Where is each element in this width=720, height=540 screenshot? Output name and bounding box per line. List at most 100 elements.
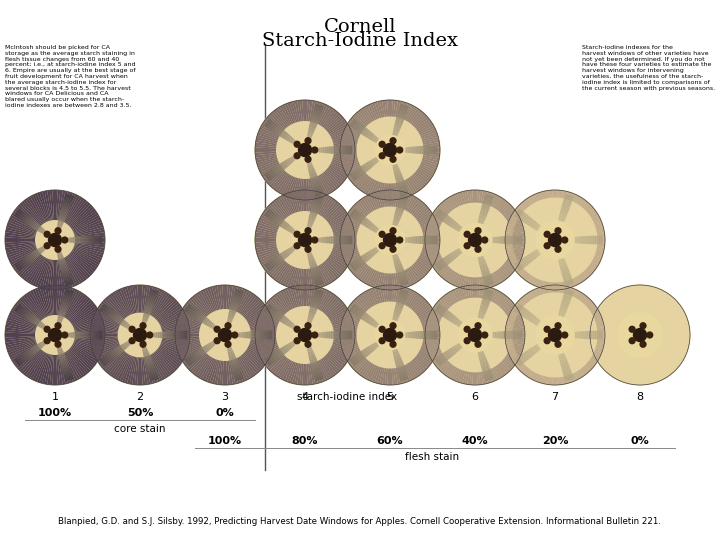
Polygon shape [332,344,353,353]
Polygon shape [488,274,495,287]
Polygon shape [17,306,24,314]
Polygon shape [21,213,27,221]
Polygon shape [284,193,294,213]
Polygon shape [411,175,423,189]
Polygon shape [307,100,310,121]
Polygon shape [334,331,336,339]
Polygon shape [566,192,570,200]
Polygon shape [9,315,37,328]
Circle shape [379,338,385,343]
Polygon shape [597,230,604,233]
Polygon shape [418,236,419,244]
Polygon shape [264,167,282,181]
Polygon shape [451,252,456,259]
Circle shape [214,326,220,332]
Polygon shape [271,296,287,313]
Polygon shape [292,286,299,307]
Polygon shape [557,323,560,327]
Polygon shape [287,158,292,164]
Polygon shape [576,332,578,339]
Polygon shape [284,133,289,140]
Polygon shape [414,262,427,275]
Polygon shape [272,309,279,318]
Text: 5: 5 [387,392,394,402]
Polygon shape [315,289,324,293]
Polygon shape [410,176,421,191]
Polygon shape [310,173,317,177]
Polygon shape [311,302,319,307]
Polygon shape [269,355,276,363]
Polygon shape [222,361,225,385]
Polygon shape [235,289,248,312]
Polygon shape [688,322,689,325]
Polygon shape [75,240,105,242]
Polygon shape [560,265,568,269]
Polygon shape [351,120,358,128]
Polygon shape [351,261,365,273]
Polygon shape [58,316,64,320]
Polygon shape [400,181,408,198]
Polygon shape [148,355,161,382]
Polygon shape [395,368,400,384]
Polygon shape [379,154,384,158]
Polygon shape [541,341,546,346]
Polygon shape [395,360,402,364]
Polygon shape [458,321,463,327]
Polygon shape [477,250,481,253]
Polygon shape [11,249,37,265]
Circle shape [536,316,574,354]
Polygon shape [418,213,433,223]
Polygon shape [675,300,677,302]
Polygon shape [586,331,588,339]
Polygon shape [397,191,403,208]
Polygon shape [505,238,513,240]
Circle shape [629,326,635,332]
Polygon shape [217,338,220,342]
Polygon shape [420,220,436,228]
Polygon shape [132,338,135,342]
Polygon shape [146,300,155,305]
Polygon shape [524,216,531,224]
Text: 100%: 100% [38,408,72,418]
Polygon shape [6,227,36,236]
Polygon shape [402,288,410,305]
Polygon shape [413,146,415,154]
Polygon shape [310,286,315,307]
Circle shape [225,341,231,347]
Circle shape [5,285,105,385]
Polygon shape [595,251,603,255]
Polygon shape [597,325,604,328]
Polygon shape [415,356,429,368]
Polygon shape [512,327,525,331]
Polygon shape [343,346,359,353]
Polygon shape [300,269,304,290]
Polygon shape [7,317,36,329]
Polygon shape [348,120,363,132]
Polygon shape [94,344,120,357]
Polygon shape [461,246,466,251]
Polygon shape [228,350,234,354]
Polygon shape [197,313,204,321]
Polygon shape [91,341,119,350]
Circle shape [555,323,561,329]
Polygon shape [201,347,207,354]
Polygon shape [53,260,55,290]
Polygon shape [379,327,384,331]
Circle shape [464,243,470,248]
Polygon shape [594,235,596,245]
Polygon shape [307,285,310,306]
Circle shape [312,147,318,153]
Polygon shape [280,265,292,285]
Polygon shape [429,255,441,262]
Polygon shape [494,332,496,338]
Polygon shape [512,356,519,362]
Polygon shape [582,331,584,339]
Polygon shape [9,312,37,327]
Polygon shape [359,166,366,174]
Polygon shape [328,167,346,181]
Polygon shape [60,308,67,312]
Polygon shape [440,203,450,213]
Polygon shape [256,338,276,343]
Polygon shape [354,212,361,220]
Polygon shape [439,307,446,315]
